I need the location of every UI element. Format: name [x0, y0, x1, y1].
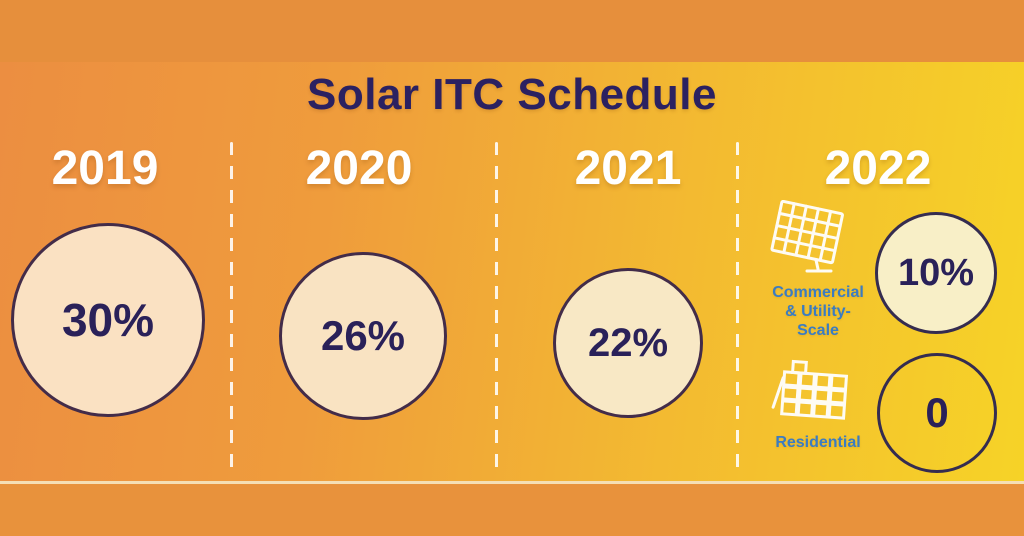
commercial-label-line: & Utility- — [785, 303, 851, 321]
year-label-2020: 2020 — [305, 142, 413, 195]
bottom-border-strip — [0, 484, 1024, 536]
commercial-utility-scale-label: Commercial & Utility- Scale — [760, 283, 876, 341]
column-divider — [736, 142, 739, 474]
residential-label-line: Residential — [775, 434, 861, 451]
itc-circle-2021: 22% — [553, 268, 703, 418]
itc-value-2021: 22% — [587, 320, 669, 365]
itc-circle-2022-commercial: 10% — [875, 212, 997, 334]
itc-value-2022-commercial: 10% — [897, 251, 975, 294]
itc-value-2022-residential: 0 — [925, 389, 949, 436]
residential-label: Residential — [756, 433, 880, 452]
itc-circle-2020: 26% — [279, 252, 447, 420]
year-label-2019: 2019 — [51, 142, 159, 195]
main-panel: Solar ITC Schedule 2019 2020 2021 2022 3… — [0, 62, 1024, 481]
itc-value-2019: 30% — [61, 294, 155, 346]
commercial-label-line: Commercial — [772, 284, 864, 301]
commercial-label-line: Scale — [797, 322, 839, 340]
itc-value-2020: 26% — [320, 312, 406, 359]
column-divider — [495, 142, 498, 474]
commercial-solar-panel-icon — [770, 199, 858, 285]
column-divider — [230, 142, 233, 474]
year-label-2022: 2022 — [824, 142, 932, 195]
top-border-strip — [0, 0, 1024, 63]
page-title: Solar ITC Schedule — [307, 70, 717, 119]
itc-circle-2022-residential: 0 — [877, 353, 997, 473]
year-label-2021: 2021 — [574, 142, 682, 195]
residential-solar-panel-icon — [768, 358, 860, 435]
itc-circle-2019: 30% — [11, 223, 205, 417]
bottom-seam-line — [0, 481, 1024, 484]
